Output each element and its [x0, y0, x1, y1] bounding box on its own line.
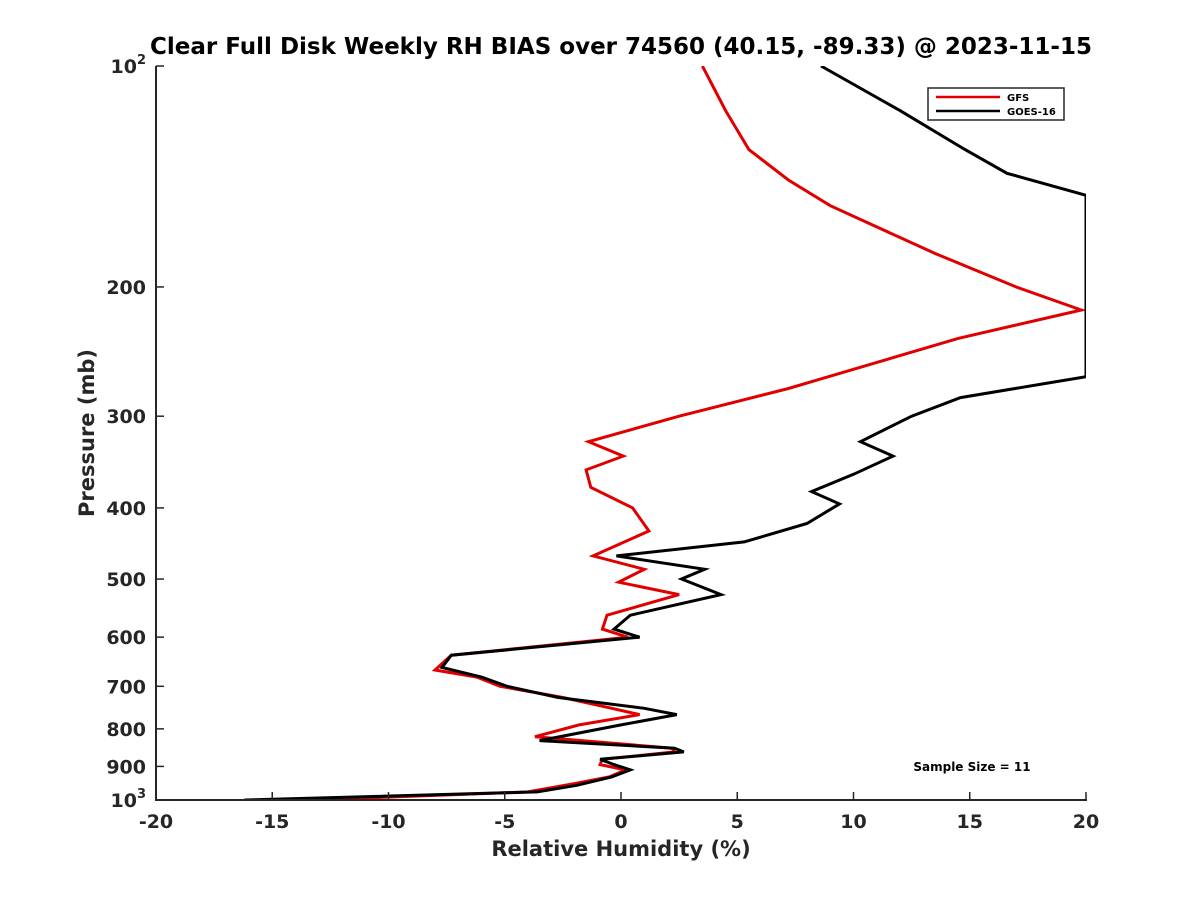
legend-box	[927, 87, 1065, 121]
x-ticks: -20 -15 -10 -5 0 5 10 15 20	[139, 792, 1099, 833]
x-axis-label: Relative Humidity (%)	[491, 837, 750, 861]
x-tick-label: 10	[840, 811, 866, 833]
legend-label-goes16: GOES-16	[1007, 107, 1056, 118]
y-axis-label: Pressure (mb)	[75, 349, 99, 517]
y-ticks: 102 200 300 400 500 600 700 800 900 103	[106, 53, 164, 812]
y-tick-label: 700	[106, 676, 146, 698]
y-tick-label: 200	[106, 277, 146, 299]
legend-label-gfs: GFS	[1007, 93, 1029, 104]
y-tick-label: 900	[106, 756, 146, 778]
sample-size-annotation: Sample Size = 11	[913, 760, 1030, 774]
legend: GFS GOES-16	[927, 87, 1065, 121]
plot-area	[244, 66, 1086, 800]
y-tick-label: 102	[111, 53, 147, 78]
y-tick-label: 400	[106, 498, 146, 520]
x-tick-label: 5	[731, 811, 744, 833]
chart-title: Clear Full Disk Weekly RH BIAS over 7456…	[150, 34, 1092, 60]
x-tick-label: -15	[255, 811, 289, 833]
y-tick-label: 500	[106, 569, 146, 591]
x-tick-label: 15	[957, 811, 983, 833]
x-tick-label: -10	[371, 811, 405, 833]
x-tick-label: -20	[139, 811, 173, 833]
x-tick-label: -5	[494, 811, 515, 833]
y-tick-label: 300	[106, 406, 146, 428]
y-tick-label: 600	[106, 627, 146, 649]
x-tick-label: 20	[1073, 811, 1099, 833]
x-tick-label: 0	[614, 811, 627, 833]
y-tick-label: 800	[106, 719, 146, 741]
y-tick-label: 103	[111, 787, 147, 812]
series-line-goes16	[244, 66, 1086, 800]
